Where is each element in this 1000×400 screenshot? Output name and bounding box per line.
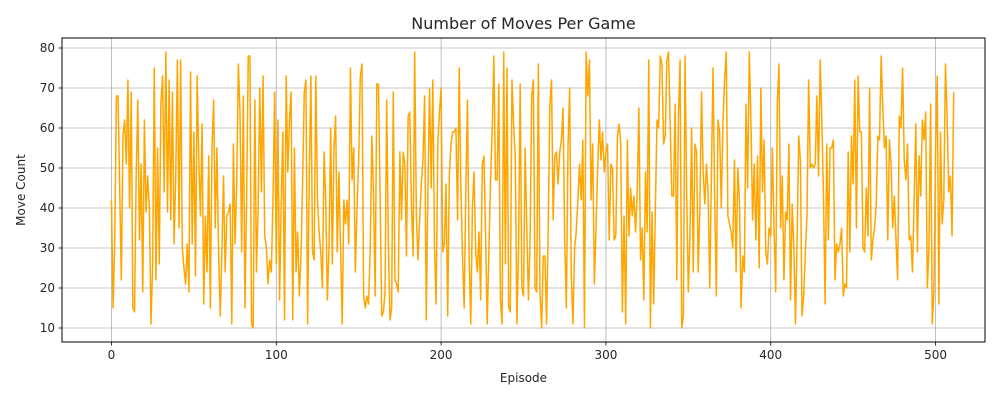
y-tick-label: 30 [40, 241, 55, 255]
y-tick-label: 10 [40, 321, 55, 335]
x-tick-label: 400 [759, 348, 782, 362]
x-tick-label: 0 [108, 348, 116, 362]
y-tick-label: 50 [40, 161, 55, 175]
y-axis-title: Move Count [14, 154, 28, 226]
axis-ticks: 0 100 200 300 400 500 10 20 30 40 50 60 70 80 [40, 41, 947, 362]
x-tick-label: 300 [594, 348, 617, 362]
plot-frame [61, 37, 986, 343]
y-tick-label: 20 [40, 281, 55, 295]
series-line-moves [110, 51, 955, 329]
x-tick-label: 200 [430, 348, 453, 362]
y-tick-label: 80 [40, 41, 55, 55]
y-tick-label: 40 [40, 201, 55, 215]
x-axis-title: Episode [500, 371, 547, 385]
y-tick-label: 60 [40, 121, 55, 135]
x-tick-label: 500 [924, 348, 947, 362]
y-tick-label: 70 [40, 81, 55, 95]
chart-title: Number of Moves Per Game [411, 14, 635, 33]
x-tick-label: 100 [265, 348, 288, 362]
